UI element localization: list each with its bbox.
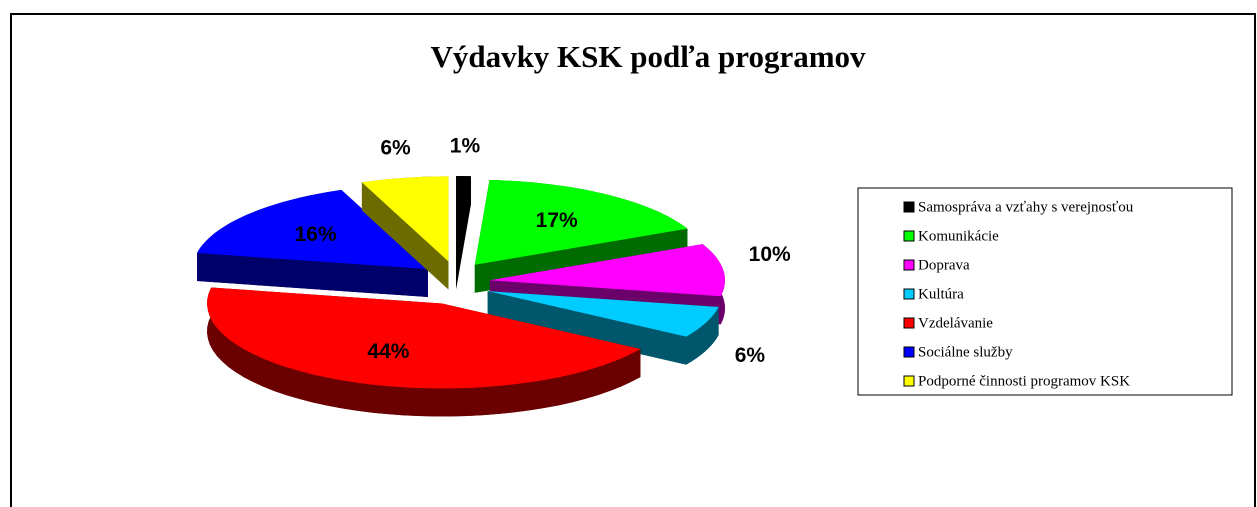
legend-label: Doprava: [918, 257, 970, 273]
data-label: 6%: [380, 137, 411, 160]
legend-label: Samospráva a vzťahy s verejnosťou: [918, 199, 1134, 215]
legend-swatch: [903, 259, 915, 271]
pie-slice: [361, 176, 449, 290]
pie-slice: [456, 176, 471, 289]
chart-title: Výdavky KSK podľa programov: [430, 39, 866, 74]
slice-top: [474, 180, 688, 265]
legend-swatch: [903, 230, 915, 242]
legend-swatch: [903, 346, 915, 358]
slice-top: [361, 176, 449, 262]
slice-top: [207, 287, 641, 389]
slice-top: [456, 176, 471, 261]
data-label: 6%: [735, 344, 766, 367]
slice-side: [207, 287, 641, 417]
slice-side: [361, 182, 449, 290]
legend-label: Sociálne služby: [918, 344, 1013, 360]
data-label: 10%: [749, 243, 791, 266]
slice-side: [197, 253, 428, 297]
data-label: 1%: [450, 135, 481, 158]
data-label: 16%: [295, 223, 337, 246]
slice-top: [197, 189, 428, 269]
data-label: 44%: [367, 340, 409, 363]
legend-box: [857, 187, 1233, 396]
slice-side: [487, 291, 687, 365]
legend-swatch: [903, 375, 915, 387]
legend-swatch: [903, 201, 915, 213]
pie-slice: [197, 189, 428, 297]
slice-top: [487, 291, 719, 337]
slice-side: [456, 176, 471, 289]
slice-top: [489, 244, 725, 297]
legend-label: Podporné činnosti programov KSK: [918, 373, 1130, 389]
legend-swatch: [903, 288, 915, 300]
data-label: 17%: [536, 209, 578, 232]
chart-frame: [10, 13, 1256, 507]
legend-label: Komunikácie: [918, 228, 999, 244]
legend-label: Vzdelávanie: [918, 315, 993, 331]
legend-swatch: [903, 317, 915, 329]
legend-label: Kultúra: [918, 286, 964, 302]
pie-slice: [207, 287, 641, 417]
